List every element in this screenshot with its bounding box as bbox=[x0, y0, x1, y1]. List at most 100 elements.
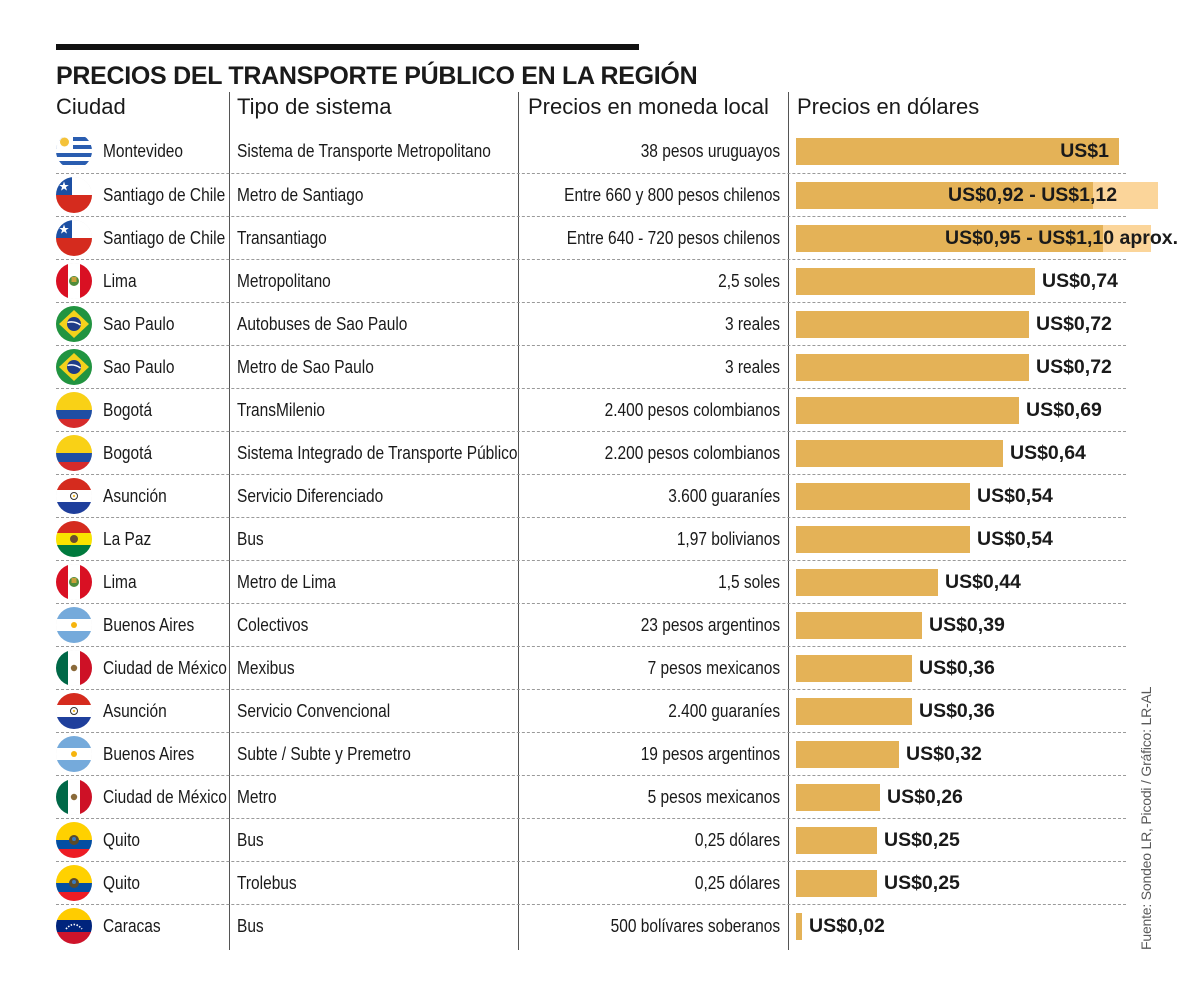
local-price: 500 bolívares soberanos bbox=[610, 916, 780, 936]
city-name: Santiago de Chile bbox=[103, 185, 226, 205]
local-price: 19 pesos argentinos bbox=[640, 744, 780, 764]
price-bar bbox=[796, 913, 802, 940]
table-row: Buenos Aires Subte / Subte y Premetro 19 p… bbox=[56, 732, 1126, 776]
usd-price-label: US$0,92 - US$1,12 bbox=[948, 184, 1118, 206]
system-name: Bus bbox=[237, 830, 264, 850]
usd-price-label: US$0,39 bbox=[929, 614, 1005, 636]
usd-price-label: US$0,25 bbox=[884, 829, 960, 851]
table-row: Montevideo Sistema de Transporte Metropol… bbox=[56, 130, 1126, 173]
city-name: Sao Paulo bbox=[103, 357, 175, 377]
table-row: Santiago de Chile Metro de Santiago Entre … bbox=[56, 173, 1158, 217]
city-name: Buenos Aires bbox=[103, 615, 195, 635]
system-name: Sistema de Transporte Metropolitano bbox=[237, 141, 491, 161]
ecuador-flag-icon bbox=[56, 865, 92, 901]
source-credit: Fuente: Sondeo LR, Picodi / Gráfico: LR-… bbox=[1138, 686, 1154, 950]
system-name: Mexibus bbox=[237, 658, 295, 678]
price-bar bbox=[796, 784, 880, 811]
local-price: 2,5 soles bbox=[718, 271, 780, 291]
price-bar bbox=[796, 698, 912, 725]
table-row: Buenos Aires Colectivos 23 pesos argentino… bbox=[56, 603, 1126, 647]
local-price: 2.400 pesos colombianos bbox=[604, 400, 780, 420]
table-row: Lima Metropolitano 2,5 soles US$0,74 bbox=[56, 259, 1126, 303]
title-rule bbox=[56, 44, 639, 50]
local-price: 2.400 guaraníes bbox=[668, 701, 780, 721]
price-bar-min bbox=[796, 182, 1093, 209]
column-header-city: Ciudad bbox=[56, 94, 126, 119]
table-row: Santiago de Chile Transantiago Entre 640 -… bbox=[56, 216, 1178, 260]
chart-title: PRECIOS DEL TRANSPORTE PÚBLICO EN LA REG… bbox=[56, 62, 698, 90]
system-name: Subte / Subte y Premetro bbox=[237, 744, 411, 764]
table-row: Ciudad de México Mexibus 7 pesos mexicanos… bbox=[56, 646, 1126, 690]
column-header-system: Tipo de sistema bbox=[237, 94, 392, 119]
local-price: 23 pesos argentinos bbox=[640, 615, 780, 635]
usd-price-label: US$0,26 bbox=[887, 786, 963, 808]
system-name: Metro bbox=[237, 787, 277, 807]
local-price: 7 pesos mexicanos bbox=[647, 658, 780, 678]
table-row: Asunción Servicio Diferenciado 3.600 guara… bbox=[56, 474, 1126, 518]
venezuela-flag-icon bbox=[56, 908, 92, 944]
brazil-flag-icon bbox=[56, 349, 92, 385]
usd-price-label: US$0,74 bbox=[1042, 270, 1118, 292]
city-name: Asunción bbox=[103, 486, 167, 506]
system-name: Servicio Convencional bbox=[237, 701, 391, 721]
system-name: Metro de Sao Paulo bbox=[237, 357, 374, 377]
price-bar bbox=[796, 483, 970, 510]
chile-flag-icon bbox=[56, 220, 92, 256]
usd-price-label: US$0,72 bbox=[1036, 313, 1112, 335]
colombia-flag-icon bbox=[56, 435, 92, 471]
local-price: Entre 660 y 800 pesos chilenos bbox=[563, 185, 780, 205]
city-name: Sao Paulo bbox=[103, 314, 175, 334]
city-name: Bogotá bbox=[103, 400, 153, 420]
city-name: Buenos Aires bbox=[103, 744, 195, 764]
price-bar bbox=[796, 741, 899, 768]
price-bar bbox=[796, 569, 938, 596]
usd-price-label: US$1 bbox=[1060, 140, 1109, 162]
system-name: Servicio Diferenciado bbox=[237, 486, 384, 506]
local-price: 0,25 dólares bbox=[694, 830, 780, 850]
system-name: Colectivos bbox=[237, 615, 309, 635]
brazil-flag-icon bbox=[56, 306, 92, 342]
mexico-flag-icon bbox=[56, 779, 92, 815]
table-row: Quito Trolebus 0,25 dólares US$0,25 bbox=[56, 861, 1126, 905]
price-bar bbox=[796, 138, 1119, 165]
table-row: Ciudad de México Metro 5 pesos mexicanos US… bbox=[56, 775, 1126, 819]
city-name: Bogotá bbox=[103, 443, 153, 463]
usd-price-label: US$0,36 bbox=[919, 700, 995, 722]
local-price: 2.200 pesos colombianos bbox=[604, 443, 780, 463]
column-divider-local-price bbox=[788, 92, 789, 950]
city-name: La Paz bbox=[103, 529, 152, 549]
paraguay-flag-icon bbox=[56, 478, 92, 514]
local-price: 3 reales bbox=[724, 357, 780, 377]
system-name: Transantiago bbox=[237, 228, 327, 248]
city-name: Caracas bbox=[103, 916, 161, 936]
usd-price-label: US$0,72 bbox=[1036, 356, 1112, 378]
usd-price-label: US$0,36 bbox=[919, 657, 995, 679]
argentina-flag-icon bbox=[56, 736, 92, 772]
price-bar bbox=[796, 440, 1003, 467]
usd-price-label: US$0,64 bbox=[1010, 442, 1086, 464]
column-header-usd-price: Precios en dólares bbox=[797, 94, 980, 119]
price-bar bbox=[796, 827, 877, 854]
price-bar bbox=[796, 311, 1029, 338]
column-divider-city bbox=[229, 92, 230, 950]
uruguay-flag-icon bbox=[56, 133, 92, 169]
colombia-flag-icon bbox=[56, 392, 92, 428]
mexico-flag-icon bbox=[56, 650, 92, 686]
system-name: Metropolitano bbox=[237, 271, 331, 291]
table-row: Sao Paulo Autobuses de Sao Paulo 3 reales U… bbox=[56, 302, 1126, 346]
table-row: Asunción Servicio Convencional 2.400 guara… bbox=[56, 689, 1126, 733]
price-bar bbox=[796, 526, 970, 553]
table-row: La Paz Bus 1,97 bolivianos US$0,54 bbox=[56, 517, 1126, 561]
local-price: 0,25 dólares bbox=[694, 873, 780, 893]
local-price: Entre 640 - 720 pesos chilenos bbox=[566, 228, 780, 248]
table-row: Caracas Bus 500 bolívares soberanos US$0,02 bbox=[56, 904, 1126, 948]
price-bar-min bbox=[796, 225, 1103, 252]
paraguay-flag-icon bbox=[56, 693, 92, 729]
table-row: Bogotá TransMilenio 2.400 pesos colombiano… bbox=[56, 388, 1126, 432]
local-price: 5 pesos mexicanos bbox=[647, 787, 780, 807]
peru-flag-icon bbox=[56, 263, 92, 299]
city-name: Quito bbox=[103, 830, 141, 850]
bolivia-flag-icon bbox=[56, 521, 92, 557]
price-bar bbox=[796, 354, 1029, 381]
column-header-local-price: Precios en moneda local bbox=[528, 94, 769, 119]
